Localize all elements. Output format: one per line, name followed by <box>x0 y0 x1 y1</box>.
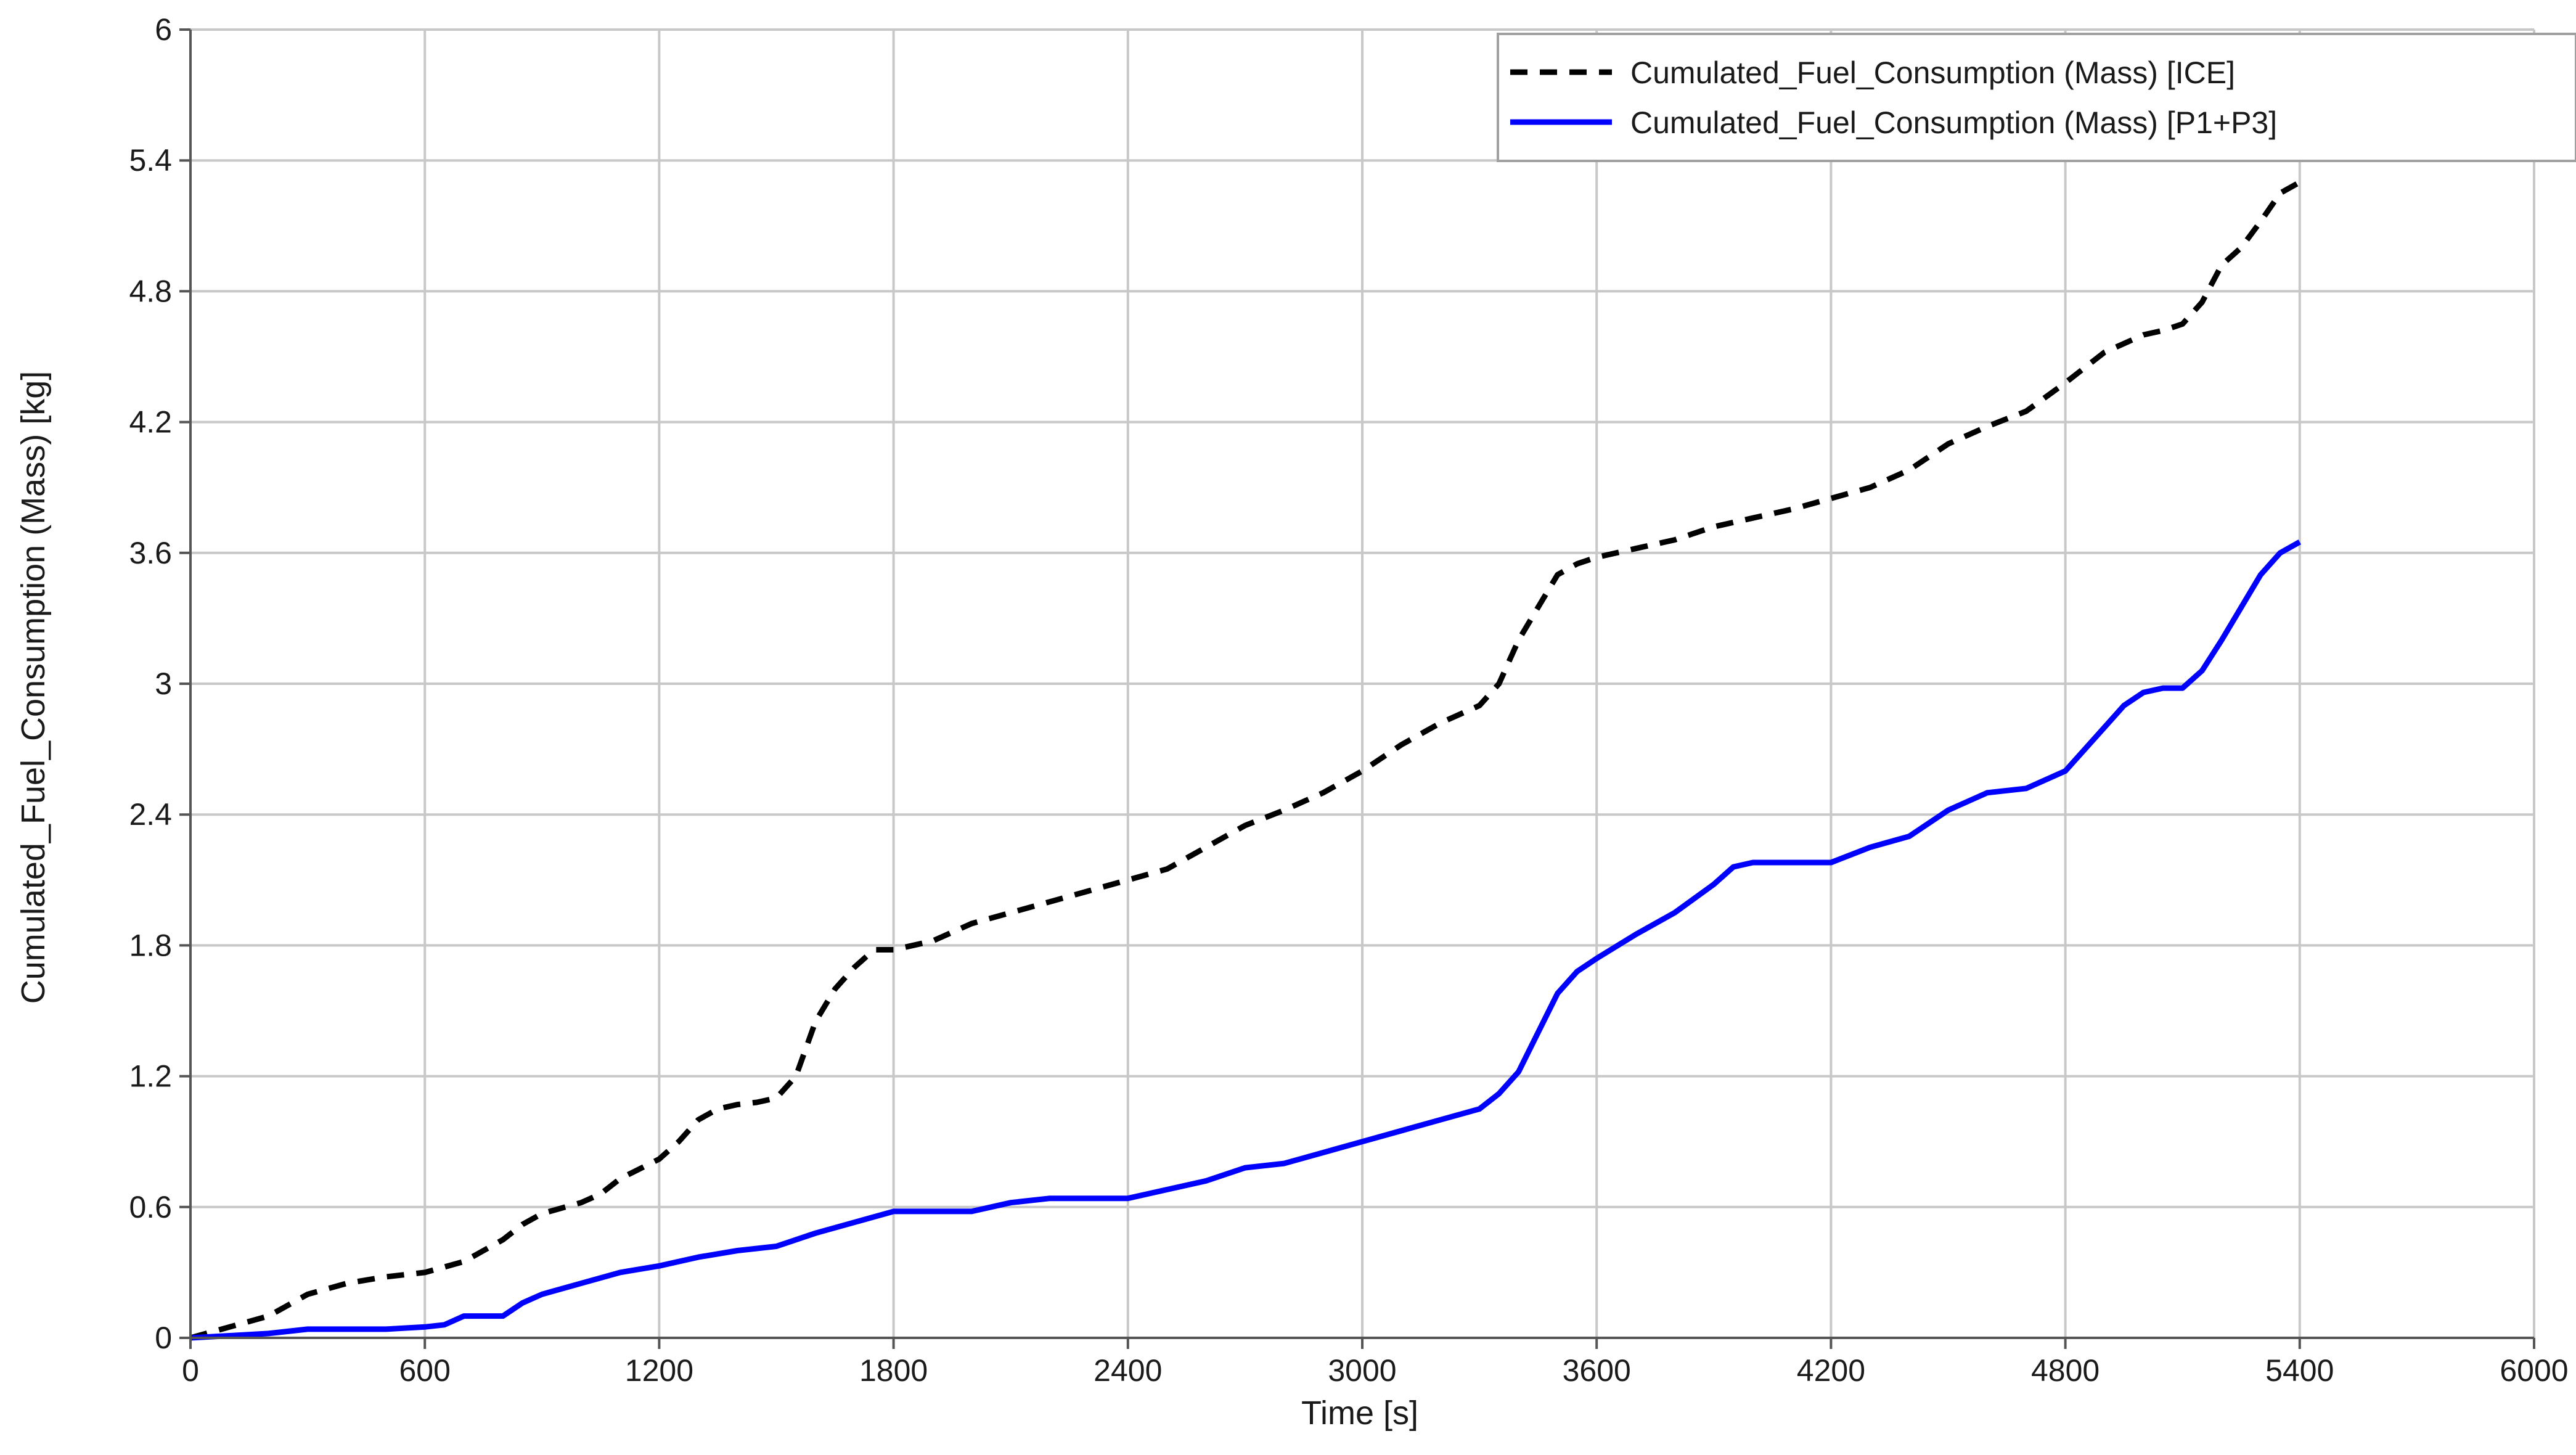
series-layer <box>189 179 2301 1341</box>
x-tick-label: 0 <box>182 1353 199 1388</box>
x-tick-label: 3000 <box>1328 1353 1396 1388</box>
legend: Cumulated_Fuel_Consumption (Mass) [ICE] … <box>1497 33 2576 162</box>
x-tick-label: 600 <box>399 1353 450 1388</box>
y-tick-label: 2.4 <box>129 797 172 832</box>
legend-box <box>1497 33 2576 162</box>
y-tick-label: 3 <box>155 666 172 701</box>
y-tick-label: 1.8 <box>129 928 172 962</box>
y-tick-label: 0.6 <box>129 1190 172 1224</box>
grid <box>190 28 2535 1338</box>
x-tick-label: 1800 <box>859 1353 928 1388</box>
tick-labels: 0 600 1200 1800 2400 3000 3600 4200 4800 5400 6000… <box>129 12 2568 1388</box>
legend-label-ice: Cumulated_Fuel_Consumption (Mass) [ICE] <box>1630 55 2235 90</box>
series-line-p1p3 <box>190 539 2301 1341</box>
series-line-ice <box>189 179 2301 1341</box>
legend-label-p1p3: Cumulated_Fuel_Consumption (Mass) [P1+P3… <box>1630 105 2277 140</box>
y-tick-label: 3.6 <box>129 536 172 570</box>
y-axis-title: Cumulated_Fuel_Consumption (Mass) [kg] <box>15 371 52 1004</box>
y-tick-label: 4.2 <box>129 405 172 440</box>
x-tick-label: 5400 <box>2265 1353 2334 1388</box>
x-tick-label: 4800 <box>2031 1353 2100 1388</box>
y-tick-label: 5.4 <box>129 143 172 178</box>
x-tick-label: 1200 <box>625 1353 693 1388</box>
x-axis-title: Time [s] <box>1301 1395 1418 1432</box>
y-tick-label: 1.2 <box>129 1059 172 1094</box>
x-tick-label: 6000 <box>2500 1353 2568 1388</box>
x-tick-label: 3600 <box>1563 1353 1631 1388</box>
x-tick-label: 2400 <box>1094 1353 1162 1388</box>
y-tick-label: 0 <box>155 1321 172 1355</box>
axes <box>179 28 2535 1349</box>
x-tick-label: 4200 <box>1797 1353 1865 1388</box>
y-tick-label: 6 <box>155 12 172 47</box>
y-tick-label: 4.8 <box>129 274 172 308</box>
